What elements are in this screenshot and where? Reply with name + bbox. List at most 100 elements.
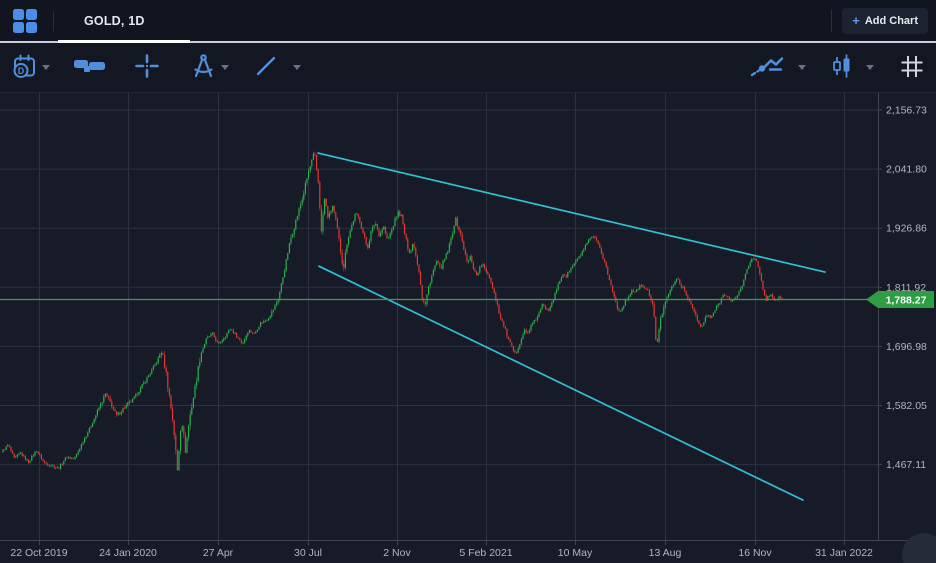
candle-body bbox=[570, 267, 572, 272]
candle-body bbox=[384, 226, 386, 234]
candle-body bbox=[207, 336, 209, 339]
chart-type-candles-button[interactable] bbox=[827, 50, 877, 85]
candle-body bbox=[568, 271, 570, 273]
candle-body bbox=[564, 274, 566, 276]
candle-body bbox=[636, 289, 638, 292]
candle-body bbox=[317, 169, 319, 183]
interval-selector-button[interactable]: D bbox=[8, 50, 53, 86]
tab-gold-1d[interactable]: GOLD, 1D bbox=[58, 0, 197, 43]
candle-body bbox=[95, 415, 97, 419]
candle-body bbox=[306, 178, 308, 184]
candle-body bbox=[346, 244, 348, 253]
candle-body bbox=[375, 223, 377, 226]
candle-body bbox=[245, 335, 247, 340]
bar-style-button[interactable] bbox=[69, 51, 111, 84]
candle-body bbox=[237, 337, 239, 339]
trend-line-drawing[interactable] bbox=[317, 152, 826, 273]
candle-body bbox=[754, 258, 756, 260]
candle-body bbox=[530, 324, 532, 331]
candle-body bbox=[469, 255, 471, 261]
candle-body bbox=[60, 463, 62, 469]
layout-grid-button[interactable] bbox=[895, 50, 928, 86]
candle-body bbox=[170, 395, 172, 409]
candle-body bbox=[392, 226, 394, 230]
candle-body bbox=[605, 262, 607, 267]
bars-style-icon bbox=[72, 54, 108, 81]
candle-body bbox=[573, 263, 575, 266]
candle-body bbox=[717, 304, 719, 307]
candle-body bbox=[341, 252, 343, 264]
candle-body bbox=[106, 393, 108, 397]
candle-body bbox=[744, 273, 746, 280]
candle-body bbox=[197, 365, 199, 382]
indicators-icon bbox=[748, 52, 786, 83]
candle-body bbox=[468, 260, 470, 262]
crosshair-tool-button[interactable] bbox=[131, 50, 163, 85]
candle-body bbox=[311, 159, 313, 167]
candle-body bbox=[77, 451, 79, 455]
candle-body bbox=[756, 258, 758, 261]
candle-body bbox=[479, 266, 481, 273]
add-chart-button[interactable]: + Add Chart bbox=[842, 7, 928, 34]
candle-body bbox=[748, 266, 750, 269]
candle-body bbox=[143, 382, 145, 385]
candle-body bbox=[136, 393, 138, 395]
candle-body bbox=[565, 275, 567, 278]
candle-body bbox=[778, 296, 780, 300]
time-axis-label: 31 Jan 2022 bbox=[815, 547, 873, 559]
chart-pane[interactable]: 2,156.73 2,041.80 1,926.86 1,811.92 1,696.98… bbox=[0, 93, 936, 563]
time-axis-label: 2 Nov bbox=[383, 547, 411, 559]
candle-body bbox=[671, 285, 673, 291]
chevron-down-icon bbox=[221, 65, 229, 70]
trend-line-drawing[interactable] bbox=[318, 265, 804, 502]
candle-body bbox=[762, 280, 764, 290]
candle-body bbox=[719, 303, 721, 305]
candle-body bbox=[109, 397, 111, 402]
candle-body bbox=[688, 298, 690, 302]
candle-body bbox=[100, 403, 102, 408]
candle-body bbox=[708, 315, 710, 317]
candle-body bbox=[112, 407, 114, 410]
candle-body bbox=[80, 444, 82, 449]
candle-body bbox=[604, 258, 606, 263]
candle-body bbox=[408, 248, 410, 253]
candle-body bbox=[652, 300, 654, 305]
time-axis-label: 22 Oct 2019 bbox=[10, 547, 67, 559]
candle-body bbox=[125, 405, 127, 409]
candle-body bbox=[498, 304, 500, 314]
candle-body bbox=[650, 295, 652, 301]
candle-body bbox=[5, 446, 7, 450]
candle-body bbox=[552, 299, 554, 303]
candle-body bbox=[730, 298, 732, 302]
candle-body bbox=[336, 218, 338, 229]
candle-body bbox=[701, 325, 703, 327]
candle-body bbox=[519, 344, 521, 349]
candle-body bbox=[156, 363, 158, 365]
candle-body bbox=[215, 337, 217, 341]
candle-body bbox=[391, 229, 393, 234]
candle-body bbox=[503, 321, 505, 327]
app-logo-grid-icon[interactable] bbox=[13, 8, 37, 33]
indicators-button[interactable] bbox=[745, 49, 809, 86]
drawing-tools-button[interactable] bbox=[187, 50, 232, 86]
candle-body bbox=[343, 263, 345, 268]
candle-body bbox=[672, 285, 674, 286]
last-price-badge-value: 1,788.27 bbox=[886, 294, 927, 306]
candle-body bbox=[456, 217, 458, 227]
candle-body bbox=[760, 273, 762, 281]
candle-body bbox=[608, 274, 610, 281]
candle-body bbox=[242, 342, 244, 344]
candle-body bbox=[389, 233, 391, 238]
price-chart-canvas[interactable]: 2,156.73 2,041.80 1,926.86 1,811.92 1,696.98… bbox=[0, 93, 936, 563]
candle-body bbox=[189, 414, 191, 426]
candle-body bbox=[485, 268, 487, 273]
trend-line-tool-button[interactable] bbox=[250, 50, 304, 85]
candle-body bbox=[488, 274, 490, 278]
candle-body bbox=[330, 210, 332, 213]
candle-body bbox=[472, 262, 474, 269]
candle-body bbox=[376, 223, 378, 230]
candle-body bbox=[525, 329, 527, 332]
candle-body bbox=[74, 457, 76, 459]
candle-body bbox=[423, 298, 425, 302]
candle-body bbox=[663, 307, 665, 315]
